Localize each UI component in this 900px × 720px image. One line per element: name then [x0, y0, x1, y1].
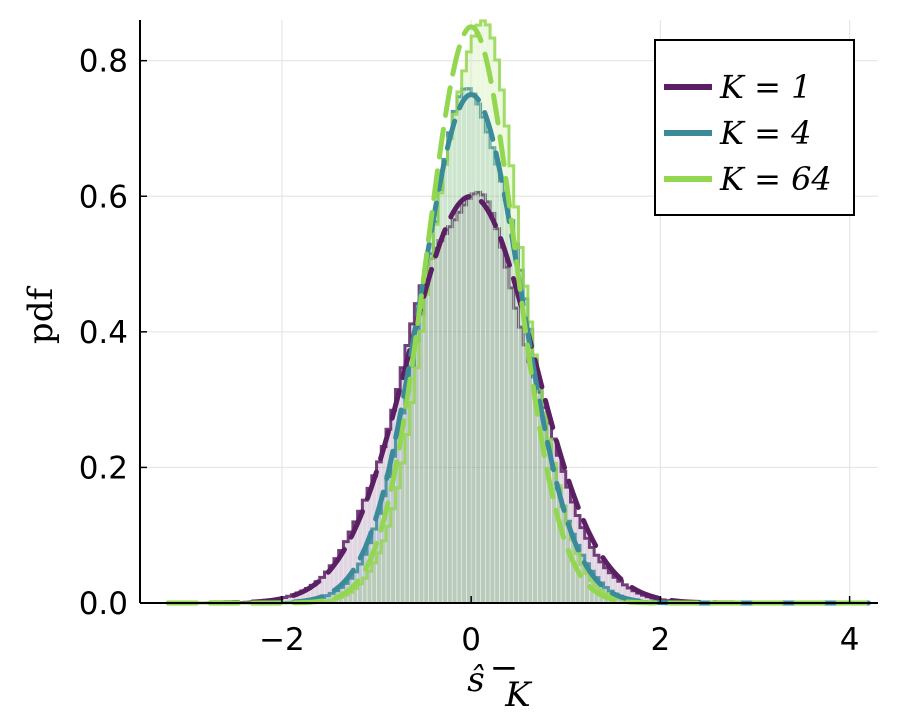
x-axis-label-base: ŝ [467, 660, 484, 700]
histogram-bar [480, 20, 486, 604]
histogram-bar [447, 138, 453, 604]
tick-labels: −2 0 2 4 0.0 0.2 0.4 0.6 0.8 [79, 44, 860, 658]
legend-label: K = 1 [719, 68, 811, 106]
histogram-bar [489, 37, 496, 604]
density-curve-1 [165, 193, 872, 606]
x-axis-label: ŝ − K [467, 648, 533, 715]
x-tick-label: 2 [651, 622, 671, 658]
histogram-bar [456, 91, 462, 604]
legend-box [654, 39, 855, 216]
legend: K = 1 K = 4 K = 64 [654, 39, 855, 216]
legend-label: K = 64 [719, 160, 832, 198]
x-tick-label: −2 [259, 622, 305, 658]
y-axis-label: pdf [21, 286, 61, 345]
histogram-bar [423, 294, 429, 604]
x-tick-label: 0 [461, 622, 481, 658]
y-tick-label: 0.2 [79, 450, 128, 486]
axes [139, 20, 878, 604]
x-axis-label-subscript: K [504, 675, 533, 715]
legend-label: K = 4 [719, 114, 811, 152]
histogram-bar [428, 257, 434, 604]
x-tick-label: 4 [840, 622, 860, 658]
histogram-bar [418, 330, 425, 604]
y-tick-label: 0.4 [79, 315, 128, 351]
histogram-bar [475, 24, 481, 604]
histogram-bar [470, 35, 477, 604]
histogram-bar [451, 114, 458, 604]
histogram-bar [466, 51, 472, 604]
y-tick-label: 0.0 [79, 586, 128, 622]
histogram-bar [433, 223, 439, 604]
y-tick-label: 0.6 [79, 179, 128, 215]
x-axis-label-superscript: − [490, 648, 519, 688]
histogram-bar [461, 70, 467, 604]
y-tick-label: 0.8 [79, 44, 128, 80]
